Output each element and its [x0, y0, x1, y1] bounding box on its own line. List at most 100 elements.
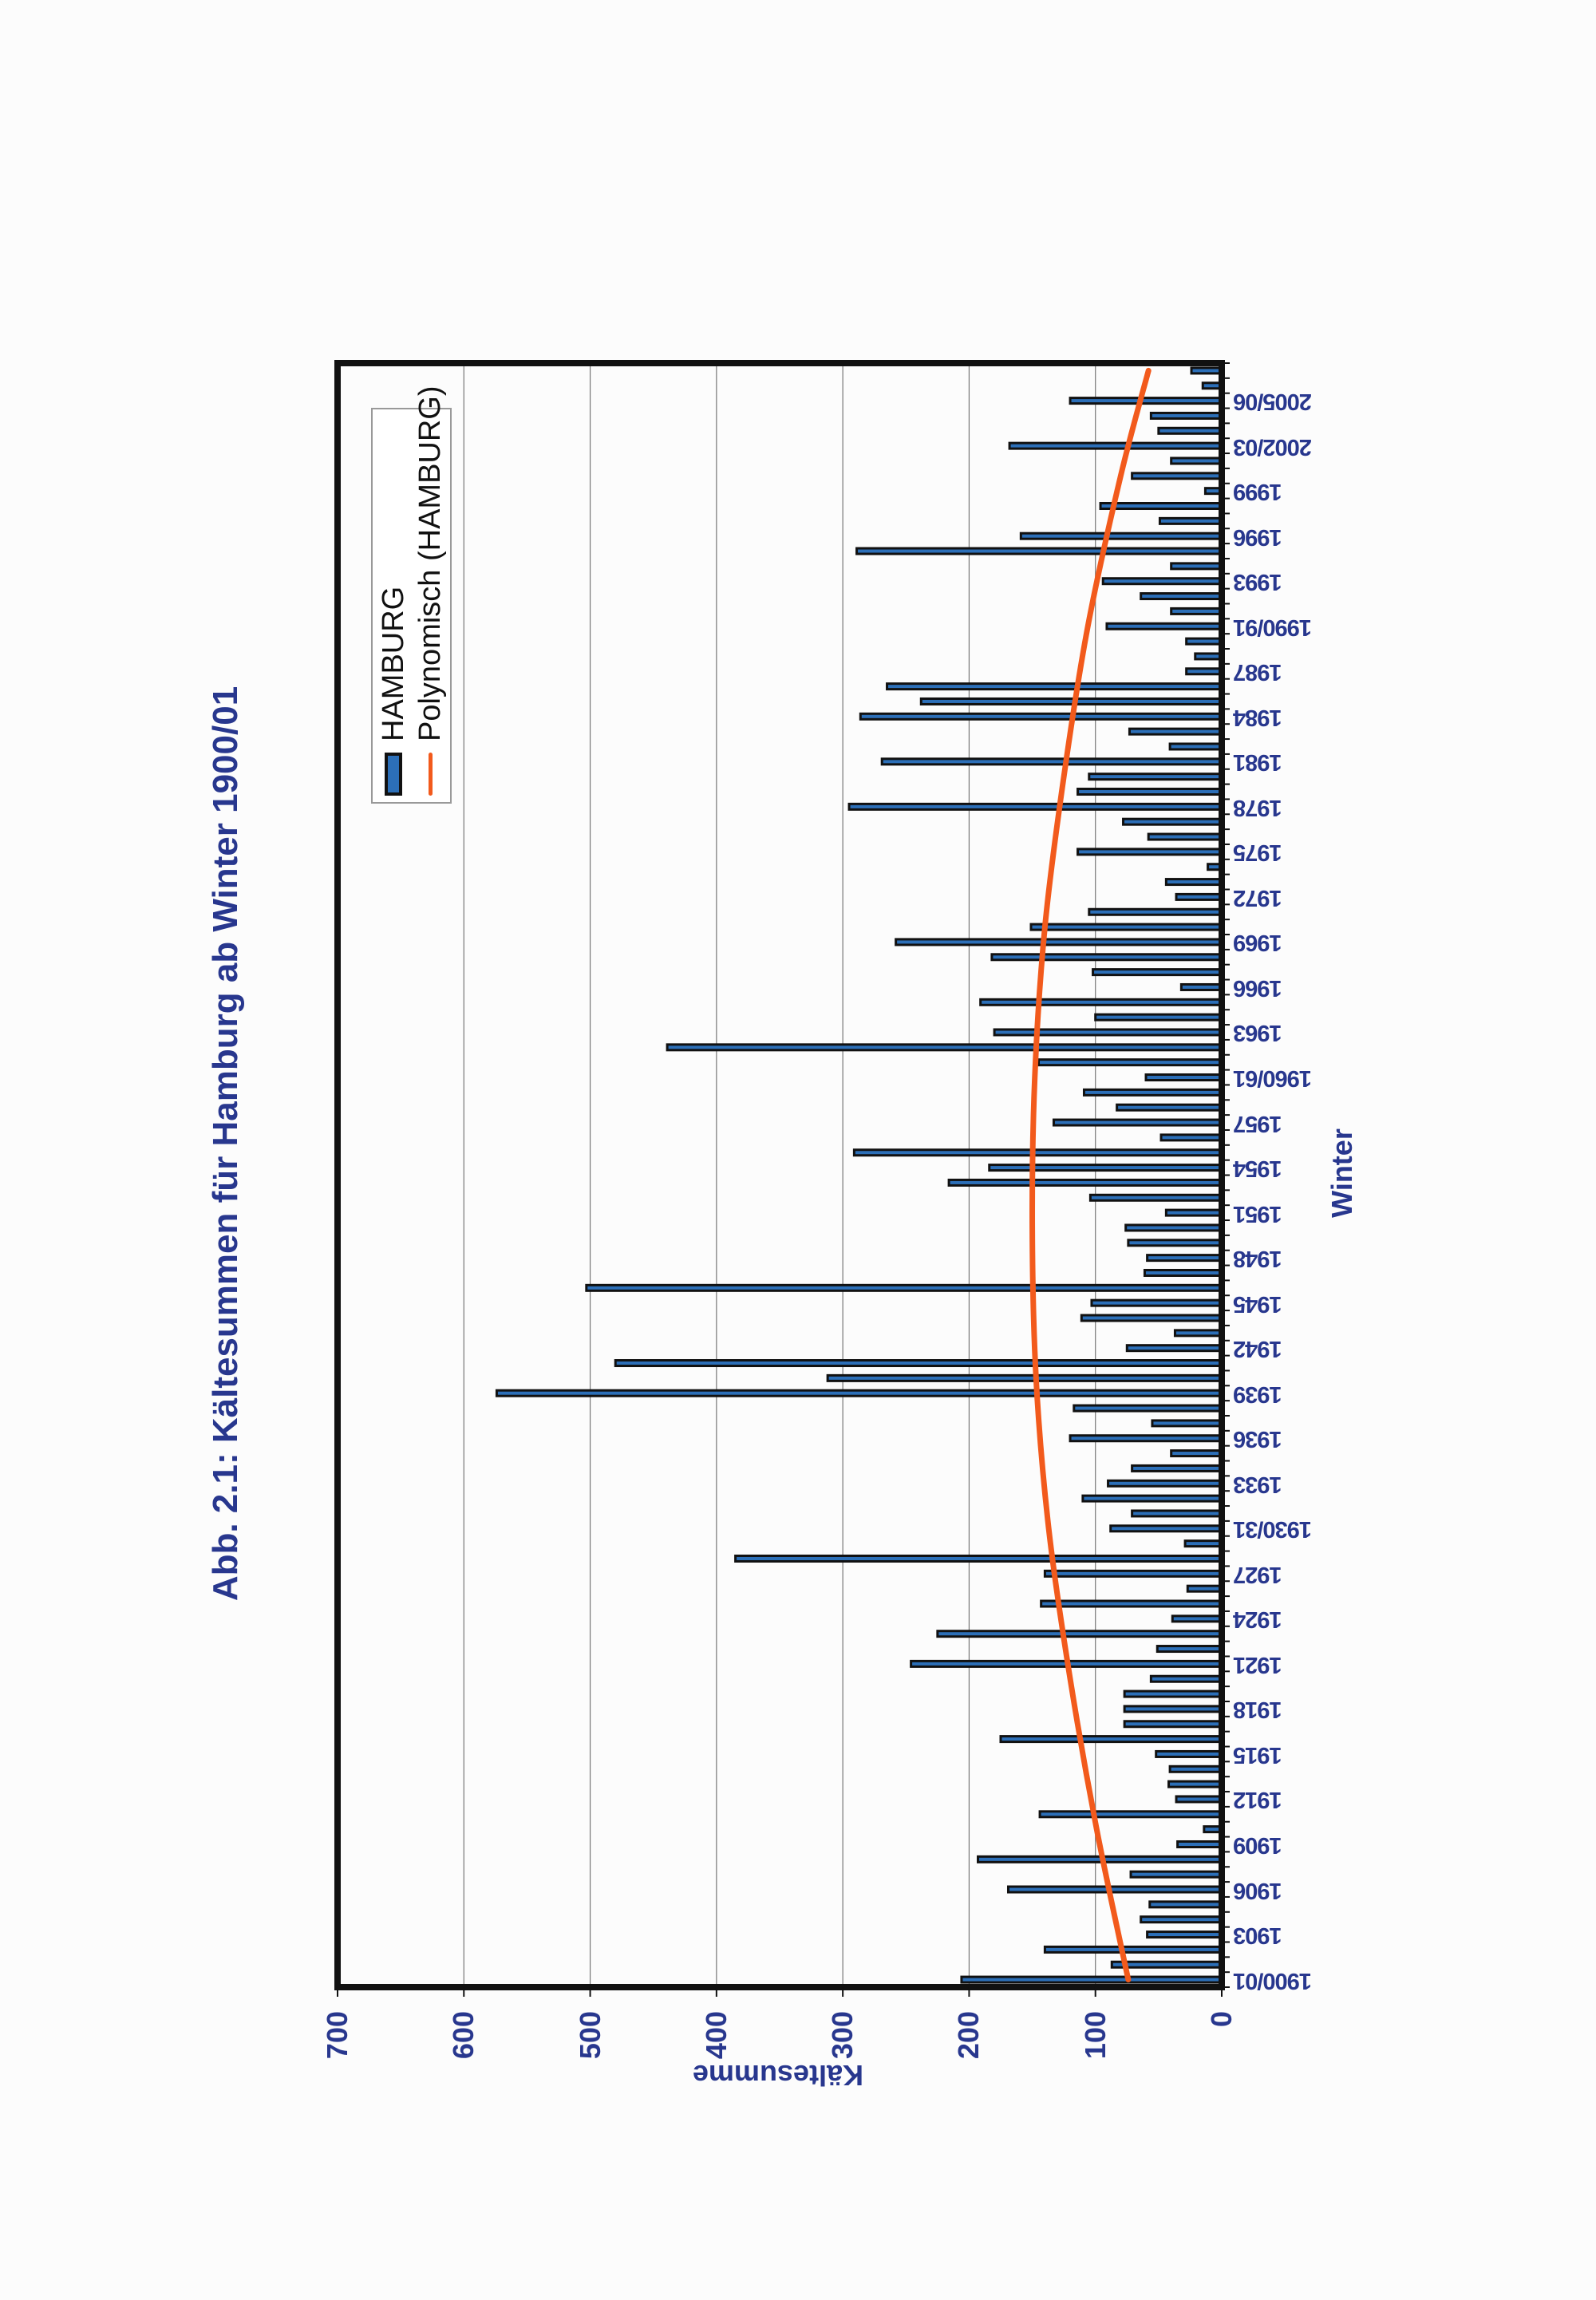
bar-1968/69	[990, 953, 1223, 962]
category-tick-label: 1936	[1234, 1426, 1282, 1452]
category-tick-label: 1990/91	[1234, 614, 1312, 640]
bar-1992/93	[1140, 592, 1223, 601]
bar-1922/23	[1156, 1645, 1223, 1654]
bar-1920/21	[1149, 1674, 1223, 1683]
category-tick-label: 1972	[1234, 884, 1282, 911]
category-tick-label: 1996	[1234, 524, 1282, 550]
bar-1989/90	[1185, 637, 1223, 646]
bar-1935/36	[1170, 1449, 1223, 1458]
bar-1977/78	[1122, 817, 1223, 826]
value-tick-label: 500	[573, 2011, 606, 2060]
value-tick-label: 600	[447, 2011, 480, 2060]
category-tick-label: 1945	[1234, 1290, 1282, 1317]
bar-1916/17	[999, 1735, 1223, 1744]
category-tick-label: 1975	[1234, 840, 1282, 866]
bar-1995/96	[855, 547, 1223, 555]
bar-1993/94	[1101, 577, 1223, 586]
bar-1917/18	[1123, 1720, 1223, 1729]
bar-1976/77	[1147, 832, 1223, 841]
bar-1967/68	[1092, 968, 1223, 977]
bar-1941/42	[614, 1359, 1223, 1368]
category-tick-label: 1912	[1234, 1787, 1282, 1813]
bar-1913/14	[1167, 1780, 1223, 1788]
category-tick-label: 1930/31	[1234, 1516, 1312, 1543]
bar-1942/43	[1125, 1344, 1223, 1353]
category-tick-label: 1999	[1234, 479, 1282, 505]
bar-1997/98	[1158, 516, 1223, 525]
bar-1905/06	[1148, 1900, 1223, 1909]
value-tick-label: 200	[952, 2011, 986, 2060]
category-tick-label: 1921	[1234, 1651, 1282, 1678]
category-tick-label: 1927	[1234, 1561, 1282, 1587]
category-tick-label: 1924	[1234, 1606, 1282, 1633]
bar-1960/61	[1144, 1073, 1223, 1082]
bar-2005/06	[1069, 397, 1223, 405]
bar-1939/40	[495, 1389, 1223, 1397]
bar-1937/38	[1151, 1419, 1223, 1428]
bar-1956/57	[1159, 1133, 1223, 1142]
category-tick-label: 1978	[1234, 794, 1282, 820]
category-tick-label: 1957	[1234, 1110, 1282, 1136]
bar-1958/59	[1116, 1103, 1223, 1112]
bar-1973/74	[1164, 878, 1223, 887]
bar-1983/84	[1128, 727, 1223, 736]
category-tick-label: 1954	[1234, 1156, 1282, 1182]
bar-1965/66	[979, 998, 1223, 1006]
value-tick-label: 700	[321, 2011, 354, 2060]
value-tick-label: 100	[1078, 2011, 1112, 2060]
bar-1909/10	[1176, 1840, 1223, 1848]
bar-1903/04	[1146, 1930, 1223, 1939]
category-tick-label: 1939	[1234, 1381, 1282, 1407]
bar-1957/58	[1052, 1118, 1223, 1127]
bar-1988/89	[1194, 652, 1223, 661]
bar-1970/71	[1029, 923, 1223, 931]
bar-1953/54	[947, 1178, 1223, 1187]
bar-1932/33	[1081, 1494, 1223, 1503]
bar-1971/72	[1088, 907, 1223, 916]
category-tick-label: 1933	[1234, 1471, 1282, 1497]
category-tick-label: 2005/06	[1234, 389, 1312, 415]
bar-1979/80	[1077, 788, 1223, 796]
category-tick-label: 1918	[1234, 1697, 1282, 1723]
bar-1918/19	[1123, 1705, 1223, 1713]
plot-frame	[334, 360, 1225, 1990]
bar-1990/91	[1105, 622, 1223, 630]
bar-1985/86	[919, 697, 1223, 705]
bar-2003/04	[1157, 426, 1223, 435]
bar-2004/05	[1149, 411, 1223, 420]
bar-1963/64	[993, 1028, 1223, 1037]
bar-1952/53	[1088, 1193, 1223, 1202]
bar-1930/31	[1109, 1524, 1223, 1533]
bar-1996/97	[1019, 532, 1223, 540]
legend-item-hamburg: HAMBURG	[376, 587, 411, 796]
bar-2000/01	[1131, 472, 1223, 480]
bar-1978/79	[847, 802, 1223, 811]
bar-1912/13	[1175, 1795, 1223, 1804]
bar-1969/70	[895, 938, 1223, 946]
bar-1940/41	[826, 1373, 1223, 1382]
category-tick-label: 1915	[1234, 1741, 1282, 1768]
category-tick-label: 1981	[1234, 749, 1282, 776]
category-tick-label: 1960/61	[1234, 1065, 1312, 1092]
category-tick-label: 1963	[1234, 1020, 1282, 1046]
category-tick-label: 1900/01	[1234, 1967, 1312, 1994]
bar-1929/30	[1183, 1539, 1223, 1548]
category-tick-label: 1948	[1234, 1246, 1282, 1272]
bar-1948/49	[1146, 1254, 1223, 1263]
bar-1936/37	[1069, 1434, 1223, 1443]
bar-1961/62	[1037, 1058, 1223, 1067]
bar-1928/29	[734, 1554, 1223, 1563]
bar-1919/20	[1123, 1689, 1223, 1698]
bar-1955/56	[852, 1148, 1223, 1157]
bar-1986/87	[886, 682, 1223, 691]
bar-1911/12	[1038, 1810, 1223, 1819]
category-tick-label: 1984	[1234, 704, 1282, 730]
bar-1954/55	[988, 1164, 1223, 1172]
category-tick-label: 1993	[1234, 569, 1282, 595]
bar-1915/16	[1155, 1749, 1223, 1758]
bar-1984/85	[859, 712, 1223, 721]
bar-1904/05	[1140, 1915, 1223, 1924]
category-tick-label: 1906	[1234, 1877, 1282, 1903]
bar-1914/15	[1168, 1765, 1223, 1773]
